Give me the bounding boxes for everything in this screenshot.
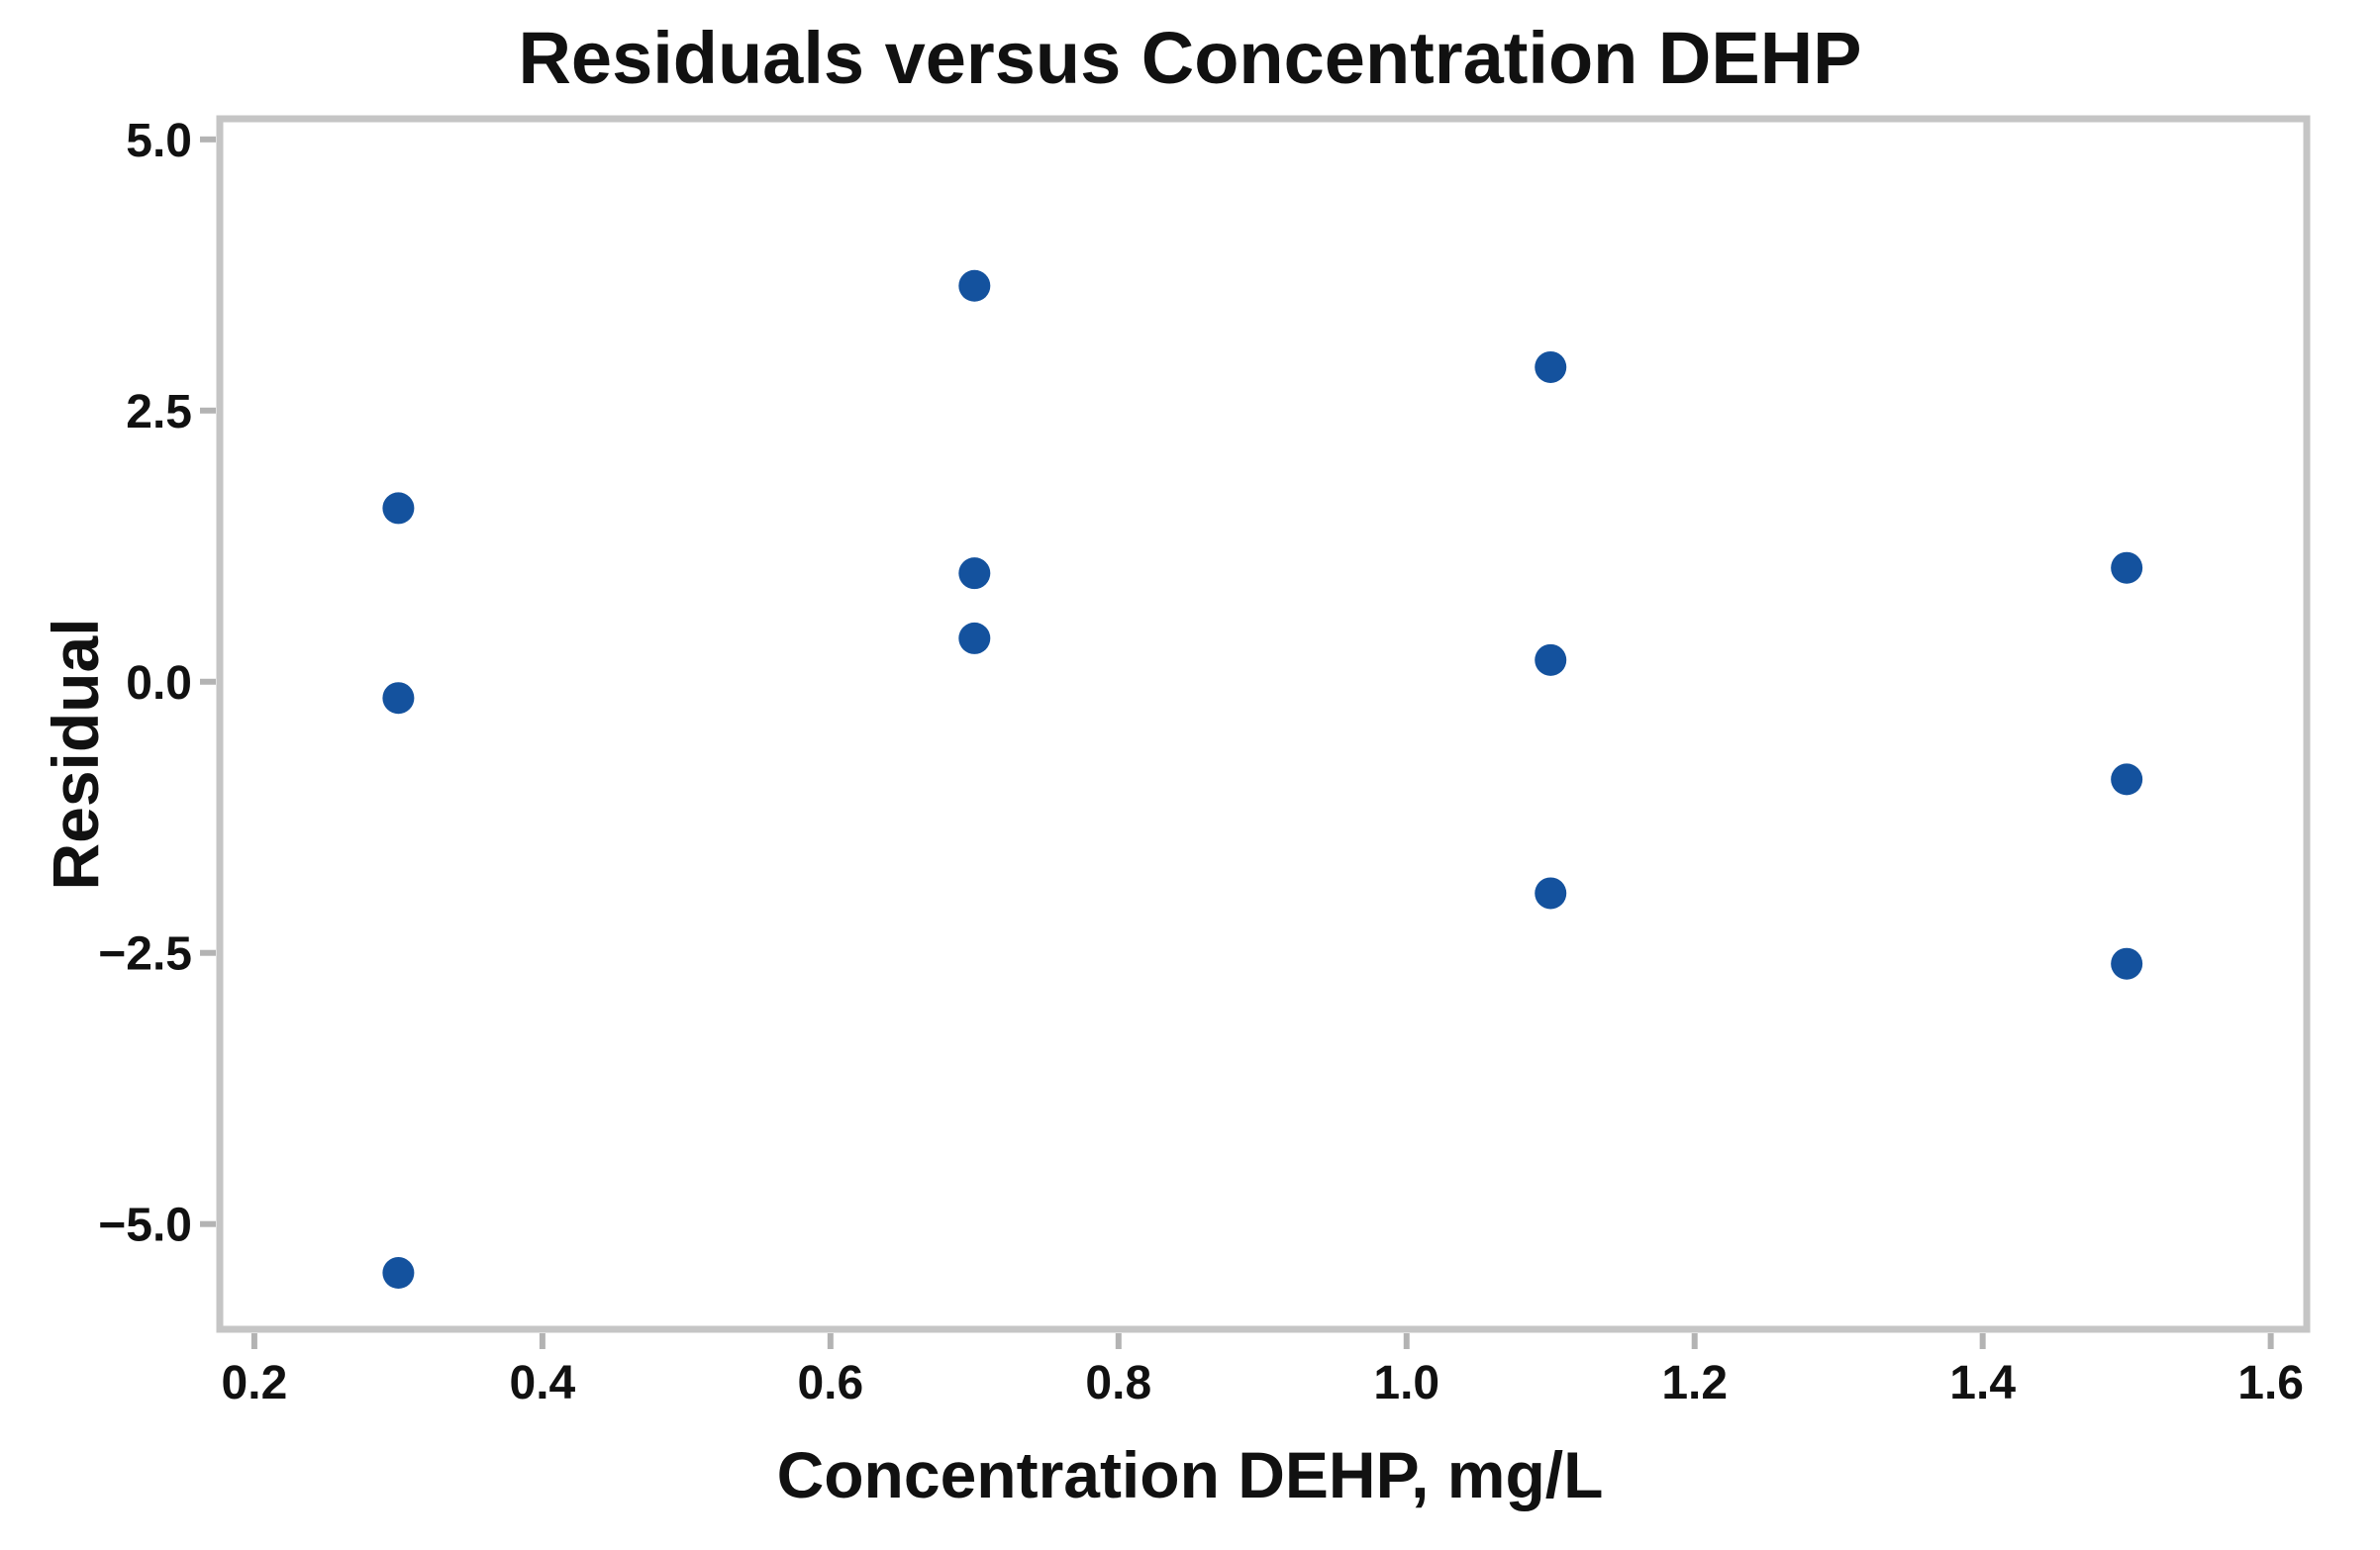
data-point	[958, 269, 991, 302]
x-tick-label: 1.0	[1373, 1357, 1439, 1409]
plot-frame	[216, 115, 2311, 1333]
y-tick-label: 0.0	[126, 657, 192, 710]
data-point	[382, 682, 415, 715]
x-tick-label: 1.6	[2237, 1357, 2304, 1409]
data-point	[382, 492, 415, 525]
chart-title: Residuals versus Concentration DEHP	[518, 17, 1862, 99]
data-point	[1535, 350, 1567, 383]
y-tick-label: −2.5	[98, 928, 192, 981]
x-tick-label: 0.4	[510, 1357, 576, 1409]
data-point	[2111, 763, 2143, 796]
x-tick-label: 1.4	[1949, 1357, 2016, 1409]
data-point	[1535, 643, 1567, 676]
data-point	[2111, 551, 2143, 584]
x-tick-label: 1.2	[1661, 1357, 1728, 1409]
data-point	[2111, 947, 2143, 980]
x-tick-label: 0.6	[797, 1357, 863, 1409]
data-point	[1535, 877, 1567, 910]
y-tick-label: 5.0	[126, 115, 192, 167]
data-point	[958, 622, 991, 654]
x-tick-label: 0.2	[222, 1357, 288, 1409]
x-axis-label: Concentration DEHP, mg/L	[776, 1438, 1604, 1511]
data-point	[382, 1257, 415, 1290]
y-tick-label: −5.0	[98, 1200, 192, 1252]
data-point	[958, 557, 991, 590]
x-tick-label: 0.8	[1085, 1357, 1151, 1409]
y-tick-label: 2.5	[126, 386, 192, 438]
